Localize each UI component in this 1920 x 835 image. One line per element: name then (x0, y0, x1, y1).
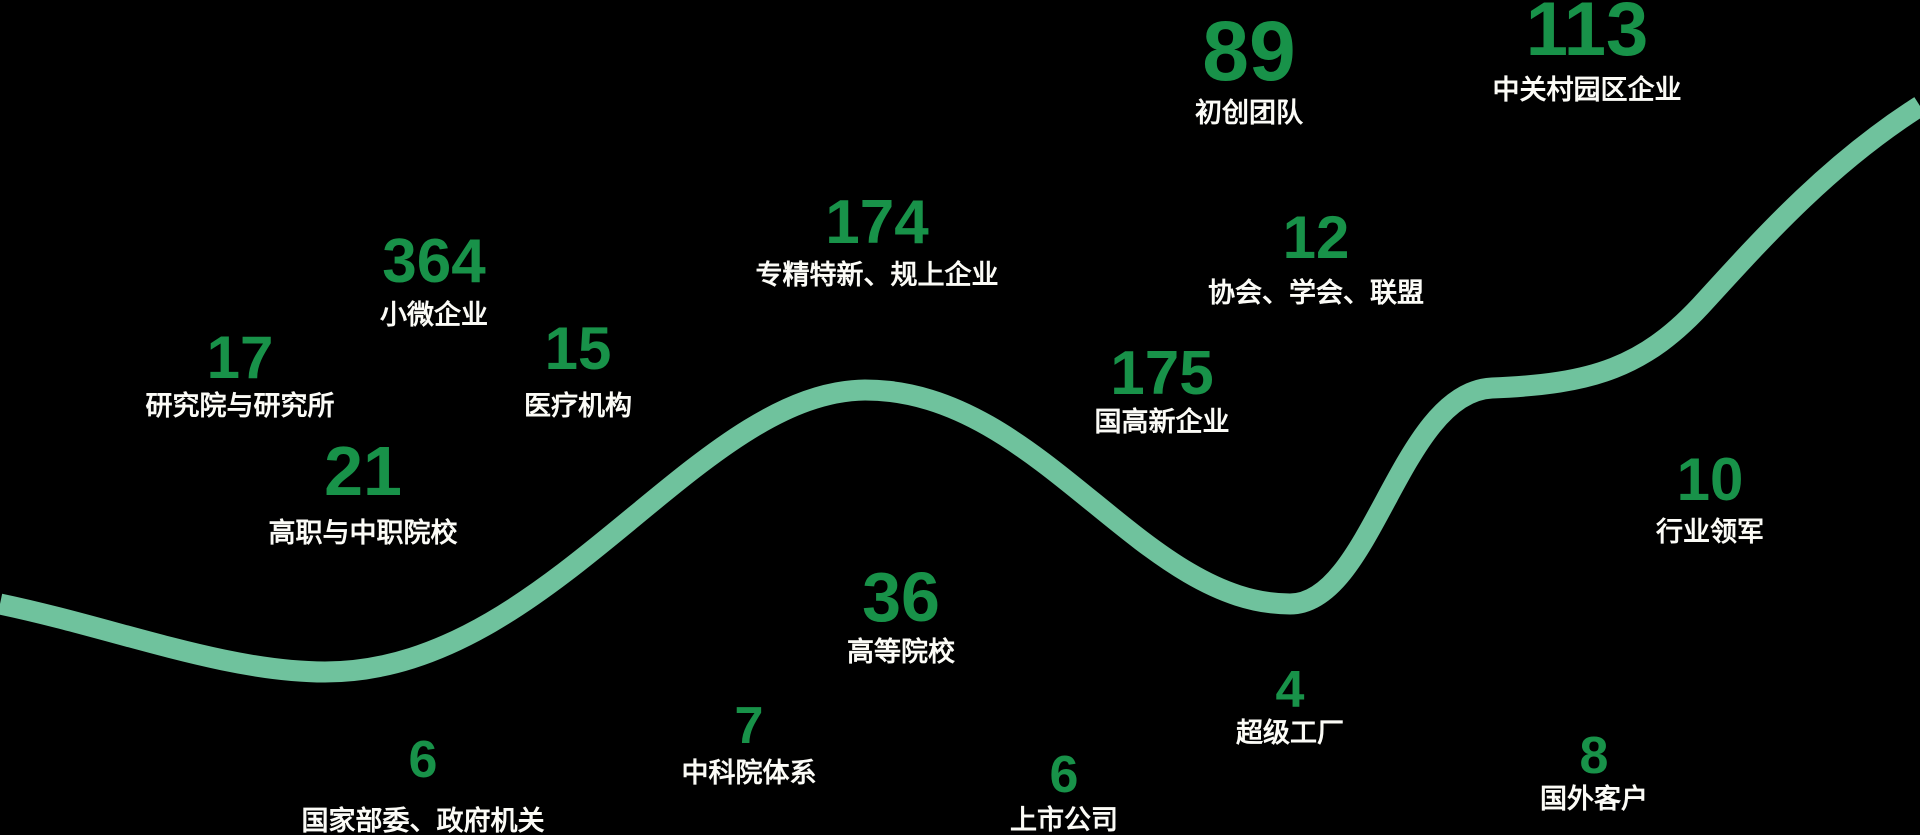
stat-item: 36 高等院校 (847, 562, 955, 667)
stat-item: 6 国家部委、政府机关 (302, 734, 545, 835)
stat-value: 7 (734, 697, 764, 755)
stat-value: 89 (1202, 4, 1296, 98)
stat-label: 行业领军 (1656, 517, 1764, 547)
stat-item: 6 上市公司 (1010, 749, 1118, 835)
stat-label: 高等院校 (847, 637, 955, 667)
stat-item: 89 初创团队 (1195, 9, 1303, 128)
stat-label: 国外客户 (1540, 784, 1648, 814)
stat-value: 4 (1275, 661, 1305, 719)
stat-value: 113 (1525, 0, 1649, 72)
stat-item: 8 国外客户 (1540, 730, 1648, 814)
stat-label: 协会、学会、联盟 (1208, 278, 1424, 308)
stat-value: 21 (324, 432, 402, 510)
stat-value: 6 (408, 731, 438, 789)
stat-value: 174 (825, 188, 929, 257)
stat-label: 中科院体系 (681, 758, 817, 788)
stat-value: 17 (206, 324, 274, 391)
stat-value: 36 (862, 558, 940, 636)
stat-label: 小微企业 (380, 300, 488, 330)
stat-label: 上市公司 (1010, 805, 1118, 835)
stat-item: 113 中关村园区企业 (1493, 0, 1682, 105)
stat-label: 研究院与研究所 (145, 391, 335, 421)
stat-value: 12 (1282, 204, 1350, 271)
stat-item: 4 超级工厂 (1236, 664, 1344, 748)
stat-item: 21 高职与中职院校 (269, 436, 458, 548)
stat-value: 6 (1049, 746, 1079, 804)
stat-item: 7 中科院体系 (682, 700, 817, 788)
stat-item: 15 医疗机构 (524, 315, 632, 422)
stat-label: 国家部委、政府机关 (301, 806, 545, 835)
stat-label: 超级工厂 (1236, 718, 1344, 748)
stat-label: 国高新企业 (1094, 407, 1230, 437)
stat-item: 174 专精特新、规上企业 (755, 188, 999, 291)
stat-label: 专精特新、规上企业 (755, 260, 999, 290)
stat-item: 10 行业领军 (1656, 446, 1764, 548)
stat-value: 364 (382, 227, 486, 296)
growth-curve-path (0, 97, 1920, 683)
stat-value: 15 (544, 315, 612, 382)
stat-item: 364 小微企业 (380, 227, 488, 331)
stat-value: 8 (1579, 727, 1609, 785)
stat-label: 高职与中职院校 (268, 518, 458, 548)
stat-value: 10 (1676, 446, 1744, 513)
stat-label: 初创团队 (1195, 98, 1303, 128)
stat-label: 中关村园区企业 (1492, 75, 1682, 105)
stat-item: 12 协会、学会、联盟 (1208, 204, 1424, 309)
stat-value: 175 (1110, 339, 1214, 408)
stat-item: 17 研究院与研究所 (145, 324, 335, 422)
stat-item: 175 国高新企业 (1094, 339, 1230, 438)
stat-label: 医疗机构 (524, 391, 632, 421)
